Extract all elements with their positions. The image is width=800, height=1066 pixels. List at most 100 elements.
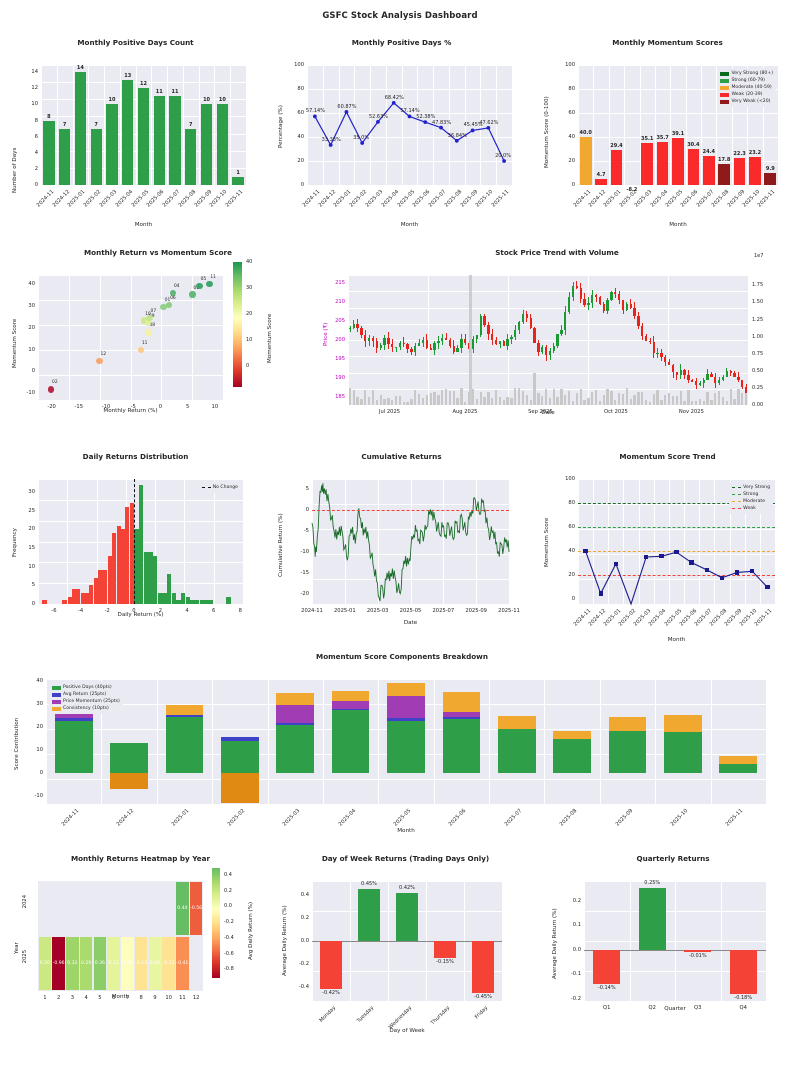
x-tick-label: 9 xyxy=(153,995,157,1001)
gridline xyxy=(762,65,764,185)
threshold-line xyxy=(578,527,775,529)
volume-tick-label: 1.75 xyxy=(752,282,764,289)
bar-value-label: 35.7 xyxy=(656,135,669,142)
volume-bar xyxy=(494,389,498,405)
volume-bar xyxy=(410,398,413,405)
x-tick-label: 5 xyxy=(98,995,102,1001)
candle-body xyxy=(606,299,609,311)
y-tick-label: -15 xyxy=(300,569,309,576)
candle-body xyxy=(379,345,382,349)
y-tick-label: 0.2 xyxy=(300,914,309,921)
bar xyxy=(641,142,654,185)
gridline xyxy=(46,804,766,805)
stack-segment xyxy=(387,683,425,697)
y-axis-label: Momentum Score (0-100) xyxy=(544,96,550,168)
volume-bar xyxy=(541,395,544,405)
histogram-bar xyxy=(102,570,107,604)
gridline xyxy=(714,479,716,604)
y-tick-label: 20 xyxy=(568,158,575,164)
candle-body xyxy=(360,327,363,335)
candle-body xyxy=(464,339,467,344)
legend-swatch xyxy=(720,99,730,104)
legend-label: Strong xyxy=(743,492,759,497)
bar xyxy=(718,163,730,185)
candle-body xyxy=(421,340,425,344)
gridline xyxy=(720,881,722,1001)
gridline xyxy=(101,679,103,804)
heatmap-cell xyxy=(162,936,175,991)
volume-bar xyxy=(537,393,540,405)
bar xyxy=(137,88,150,185)
histogram-bar xyxy=(143,551,149,604)
gridline xyxy=(385,65,387,185)
volume-tick-label: 0.75 xyxy=(752,350,764,357)
x-tick-label: Jul 2025 xyxy=(378,409,401,415)
y-tick-label: 2 xyxy=(34,165,38,172)
candle-body xyxy=(429,347,432,350)
point-value-label: 33.33% xyxy=(321,137,341,143)
candle-body xyxy=(483,316,486,326)
volume-bar xyxy=(729,388,732,405)
x-tick-label: 6 xyxy=(111,995,116,1001)
x-tick-label: 2025-03 xyxy=(366,608,389,614)
x-tick-label: 7 xyxy=(125,995,130,1001)
candle-body xyxy=(437,340,440,344)
plot-area: 57.14% 33.33% 60.87% 35.0% 52.63% 68.42% 57.14… xyxy=(306,65,513,186)
bar-value-label: 29.4 xyxy=(610,142,623,149)
data-marker xyxy=(750,569,755,574)
point-value-label: 45.45% xyxy=(463,122,483,129)
candle-body xyxy=(675,372,679,375)
volume-bar xyxy=(660,400,663,405)
candle-wick xyxy=(372,335,374,347)
chart-panel-day-of-week-returns: Day of Week Returns (Trading Days Only) … xyxy=(278,854,533,1054)
bar-value-label: 12 xyxy=(140,81,147,88)
candle-body xyxy=(352,323,355,328)
gridline xyxy=(96,479,98,604)
stack-segment xyxy=(165,715,204,717)
legend-dash-icon xyxy=(732,501,742,502)
x-tick-label: -10 xyxy=(101,404,111,410)
x-tick-label: 2025-01 xyxy=(333,608,356,614)
data-marker xyxy=(704,567,709,573)
bar-value-label: 0.45% xyxy=(361,881,377,888)
point-label: 11 xyxy=(141,340,148,346)
candle-body xyxy=(687,374,690,381)
gridline xyxy=(578,579,775,580)
candle-wick xyxy=(576,281,578,289)
candle-body xyxy=(444,337,448,340)
gridline xyxy=(214,65,216,185)
gridline xyxy=(512,65,513,185)
heatmap-cell-label: 0.44 xyxy=(177,905,188,911)
gridline xyxy=(710,679,712,804)
x-tick-label: 6 xyxy=(212,608,216,614)
bar xyxy=(610,149,623,185)
colorbar-tick-label: 0.4 xyxy=(224,872,232,878)
bar xyxy=(684,949,712,952)
candle-wick xyxy=(403,337,405,347)
gridline xyxy=(668,479,670,604)
bar-value-label: -0.01% xyxy=(688,953,707,960)
volume-bar xyxy=(637,392,640,405)
y-tick-label: 0 xyxy=(571,182,575,188)
y-tick-label: 30 xyxy=(28,302,35,309)
scatter-point xyxy=(160,303,167,311)
scatter-point xyxy=(140,317,148,324)
gridline xyxy=(41,65,42,185)
volume-bar xyxy=(364,390,367,405)
volume-bar xyxy=(464,401,467,405)
candle-body xyxy=(533,327,536,343)
bar-value-label: 7 xyxy=(62,121,67,128)
legend-swatch xyxy=(720,71,730,76)
y-tick-label: 40 xyxy=(568,134,575,140)
x-axis-label: Date xyxy=(403,620,418,626)
plot-area: 02121108100907010604030511 xyxy=(38,275,224,401)
y-tick-label: 195 xyxy=(335,356,345,363)
legend-label: Moderate (40-59) xyxy=(731,85,772,90)
candle-body xyxy=(402,342,405,345)
heatmap-cell xyxy=(107,936,120,991)
legend-item: Strong xyxy=(732,491,770,498)
volume-bar xyxy=(594,390,598,405)
histogram-bar xyxy=(89,585,94,604)
candle-wick xyxy=(595,293,597,303)
heatmap-cell xyxy=(79,936,93,991)
